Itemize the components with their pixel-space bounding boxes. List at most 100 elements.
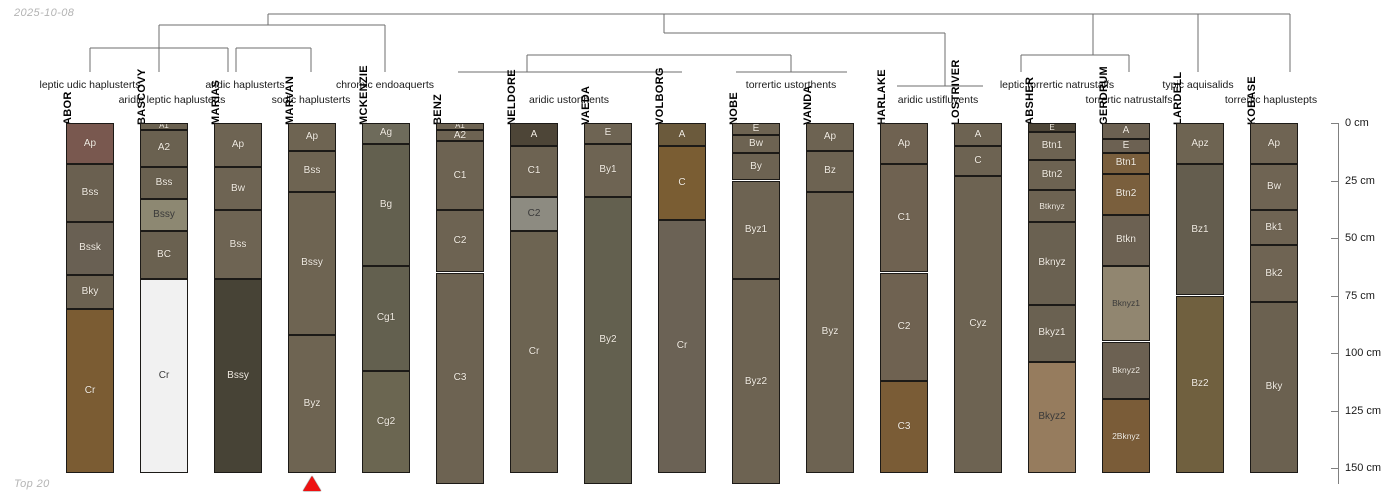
horizon[interactable]: Bz2 <box>1176 295 1224 473</box>
horizon[interactable]: Bz1 <box>1176 164 1224 296</box>
horizon[interactable]: Cyz <box>954 175 1002 473</box>
depth-axis-tick <box>1331 410 1338 412</box>
horizon[interactable]: Bss <box>214 210 262 280</box>
horizon[interactable]: C3 <box>880 380 928 473</box>
horizon[interactable]: A1 <box>140 123 188 130</box>
horizon-label: E <box>1122 139 1130 151</box>
horizon[interactable]: Cr <box>510 231 558 473</box>
horizon[interactable]: Ap <box>214 123 262 167</box>
horizon[interactable]: A1 <box>436 123 484 130</box>
horizon[interactable]: Bknyz1 <box>1102 265 1150 342</box>
horizon[interactable]: Ap <box>66 123 114 165</box>
horizon-label: A <box>530 128 538 140</box>
horizon[interactable]: Btn1 <box>1028 132 1076 160</box>
horizon[interactable]: Ap <box>288 123 336 151</box>
horizon[interactable]: C <box>954 146 1002 176</box>
horizon[interactable]: Apz <box>1176 123 1224 165</box>
horizon[interactable]: E <box>1028 123 1076 133</box>
horizon[interactable]: A <box>1102 123 1150 140</box>
horizon-label: BC <box>157 249 171 261</box>
horizon[interactable]: Bk2 <box>1250 244 1298 303</box>
horizon[interactable]: Bkyz1 <box>1028 304 1076 363</box>
taxon-label: leptic torrertic natrustalfs <box>999 79 1115 91</box>
horizon[interactable]: Ap <box>880 123 928 165</box>
horizon[interactable]: A2 <box>140 129 188 167</box>
horizon[interactable]: Cg2 <box>362 371 410 473</box>
horizon[interactable]: Bknyz <box>1028 221 1076 305</box>
taxon-label: leptic udic haplusterts <box>39 79 141 91</box>
horizon[interactable]: C3 <box>436 272 484 485</box>
horizon-label: Byz1 <box>744 223 768 235</box>
horizon[interactable]: By <box>732 152 780 181</box>
horizon[interactable]: A <box>510 123 558 146</box>
horizon[interactable]: E <box>584 123 632 144</box>
horizon[interactable]: Cr <box>140 279 188 473</box>
horizon[interactable]: Byz <box>288 334 336 473</box>
horizon[interactable]: Bssk <box>66 221 114 275</box>
horizon[interactable]: Bssy <box>140 198 188 232</box>
horizon[interactable]: Bssy <box>288 192 336 335</box>
horizon[interactable]: By2 <box>584 196 632 485</box>
horizon[interactable]: C1 <box>510 146 558 197</box>
horizon[interactable]: A2 <box>436 129 484 142</box>
horizon[interactable]: Bss <box>288 150 336 192</box>
horizon[interactable]: C1 <box>436 141 484 211</box>
horizon[interactable]: Bky <box>1250 302 1298 473</box>
horizon[interactable]: Btn2 <box>1028 159 1076 190</box>
horizon[interactable]: Bw <box>1250 164 1298 211</box>
horizon[interactable]: C2 <box>880 272 928 381</box>
horizon[interactable]: BC <box>140 231 188 280</box>
horizon[interactable]: Byz1 <box>732 180 780 280</box>
profile-name: MARIAS <box>210 79 222 125</box>
horizon[interactable]: A <box>658 123 706 146</box>
horizon[interactable]: A <box>954 123 1002 146</box>
profile-column: E By1 By2 <box>584 123 632 485</box>
horizon[interactable]: Bw <box>732 134 780 153</box>
horizon[interactable]: Byz2 <box>732 279 780 485</box>
horizon[interactable]: C2 <box>510 196 558 232</box>
horizon[interactable]: By1 <box>584 143 632 197</box>
profile-name: ABSHER <box>1024 76 1036 125</box>
horizon[interactable]: Bssy <box>214 279 262 473</box>
horizon[interactable]: Cr <box>658 219 706 473</box>
horizon[interactable]: Cr <box>66 309 114 473</box>
horizon-label: Cr <box>84 384 96 396</box>
horizon-label: Apz <box>1191 137 1209 149</box>
horizon[interactable]: Bw <box>214 166 262 211</box>
profile-column: A1 A2 C1 C2 C3 <box>436 123 484 485</box>
horizon[interactable]: C2 <box>436 210 484 273</box>
profile-name: HARLAKE <box>876 69 888 125</box>
horizon[interactable]: Byz <box>806 192 854 473</box>
horizon[interactable]: Ap <box>1250 123 1298 165</box>
profile-name: VAEDA <box>580 85 592 125</box>
horizon[interactable]: 2Bknyz <box>1102 399 1150 473</box>
horizon[interactable]: Btn1 <box>1102 152 1150 174</box>
profile-name: MARVAN <box>284 75 296 125</box>
horizon[interactable]: Bk1 <box>1250 210 1298 245</box>
profile-name: MCKENZIE <box>358 65 370 125</box>
horizon[interactable]: Bky <box>66 274 114 310</box>
horizon-label: 2Bknyz <box>1112 430 1140 441</box>
horizon-label: C2 <box>897 320 911 332</box>
horizon[interactable]: Bg <box>362 143 410 266</box>
taxonomy-dendrogram <box>89 13 1291 87</box>
horizon[interactable]: Ap <box>806 123 854 151</box>
horizon-label: Byz <box>821 326 839 338</box>
horizon[interactable]: Cg1 <box>362 265 410 372</box>
depth-axis-tick <box>1331 468 1338 469</box>
horizon[interactable]: Btn2 <box>1102 173 1150 215</box>
horizon[interactable]: E <box>1102 139 1150 153</box>
horizon[interactable]: Bss <box>66 164 114 222</box>
horizon[interactable]: C <box>658 146 706 220</box>
horizon[interactable]: Btknyz <box>1028 189 1076 222</box>
horizon[interactable]: Bss <box>140 166 188 199</box>
horizon[interactable]: Btkn <box>1102 215 1150 266</box>
horizon[interactable]: Ag <box>362 123 410 144</box>
horizon-label: E <box>604 127 612 139</box>
horizon[interactable]: Bkyz2 <box>1028 362 1076 473</box>
horizon[interactable]: E <box>732 123 780 135</box>
horizon[interactable]: Bz <box>806 150 854 192</box>
horizon[interactable]: Bknyz2 <box>1102 341 1150 399</box>
horizon[interactable]: C1 <box>880 164 928 273</box>
